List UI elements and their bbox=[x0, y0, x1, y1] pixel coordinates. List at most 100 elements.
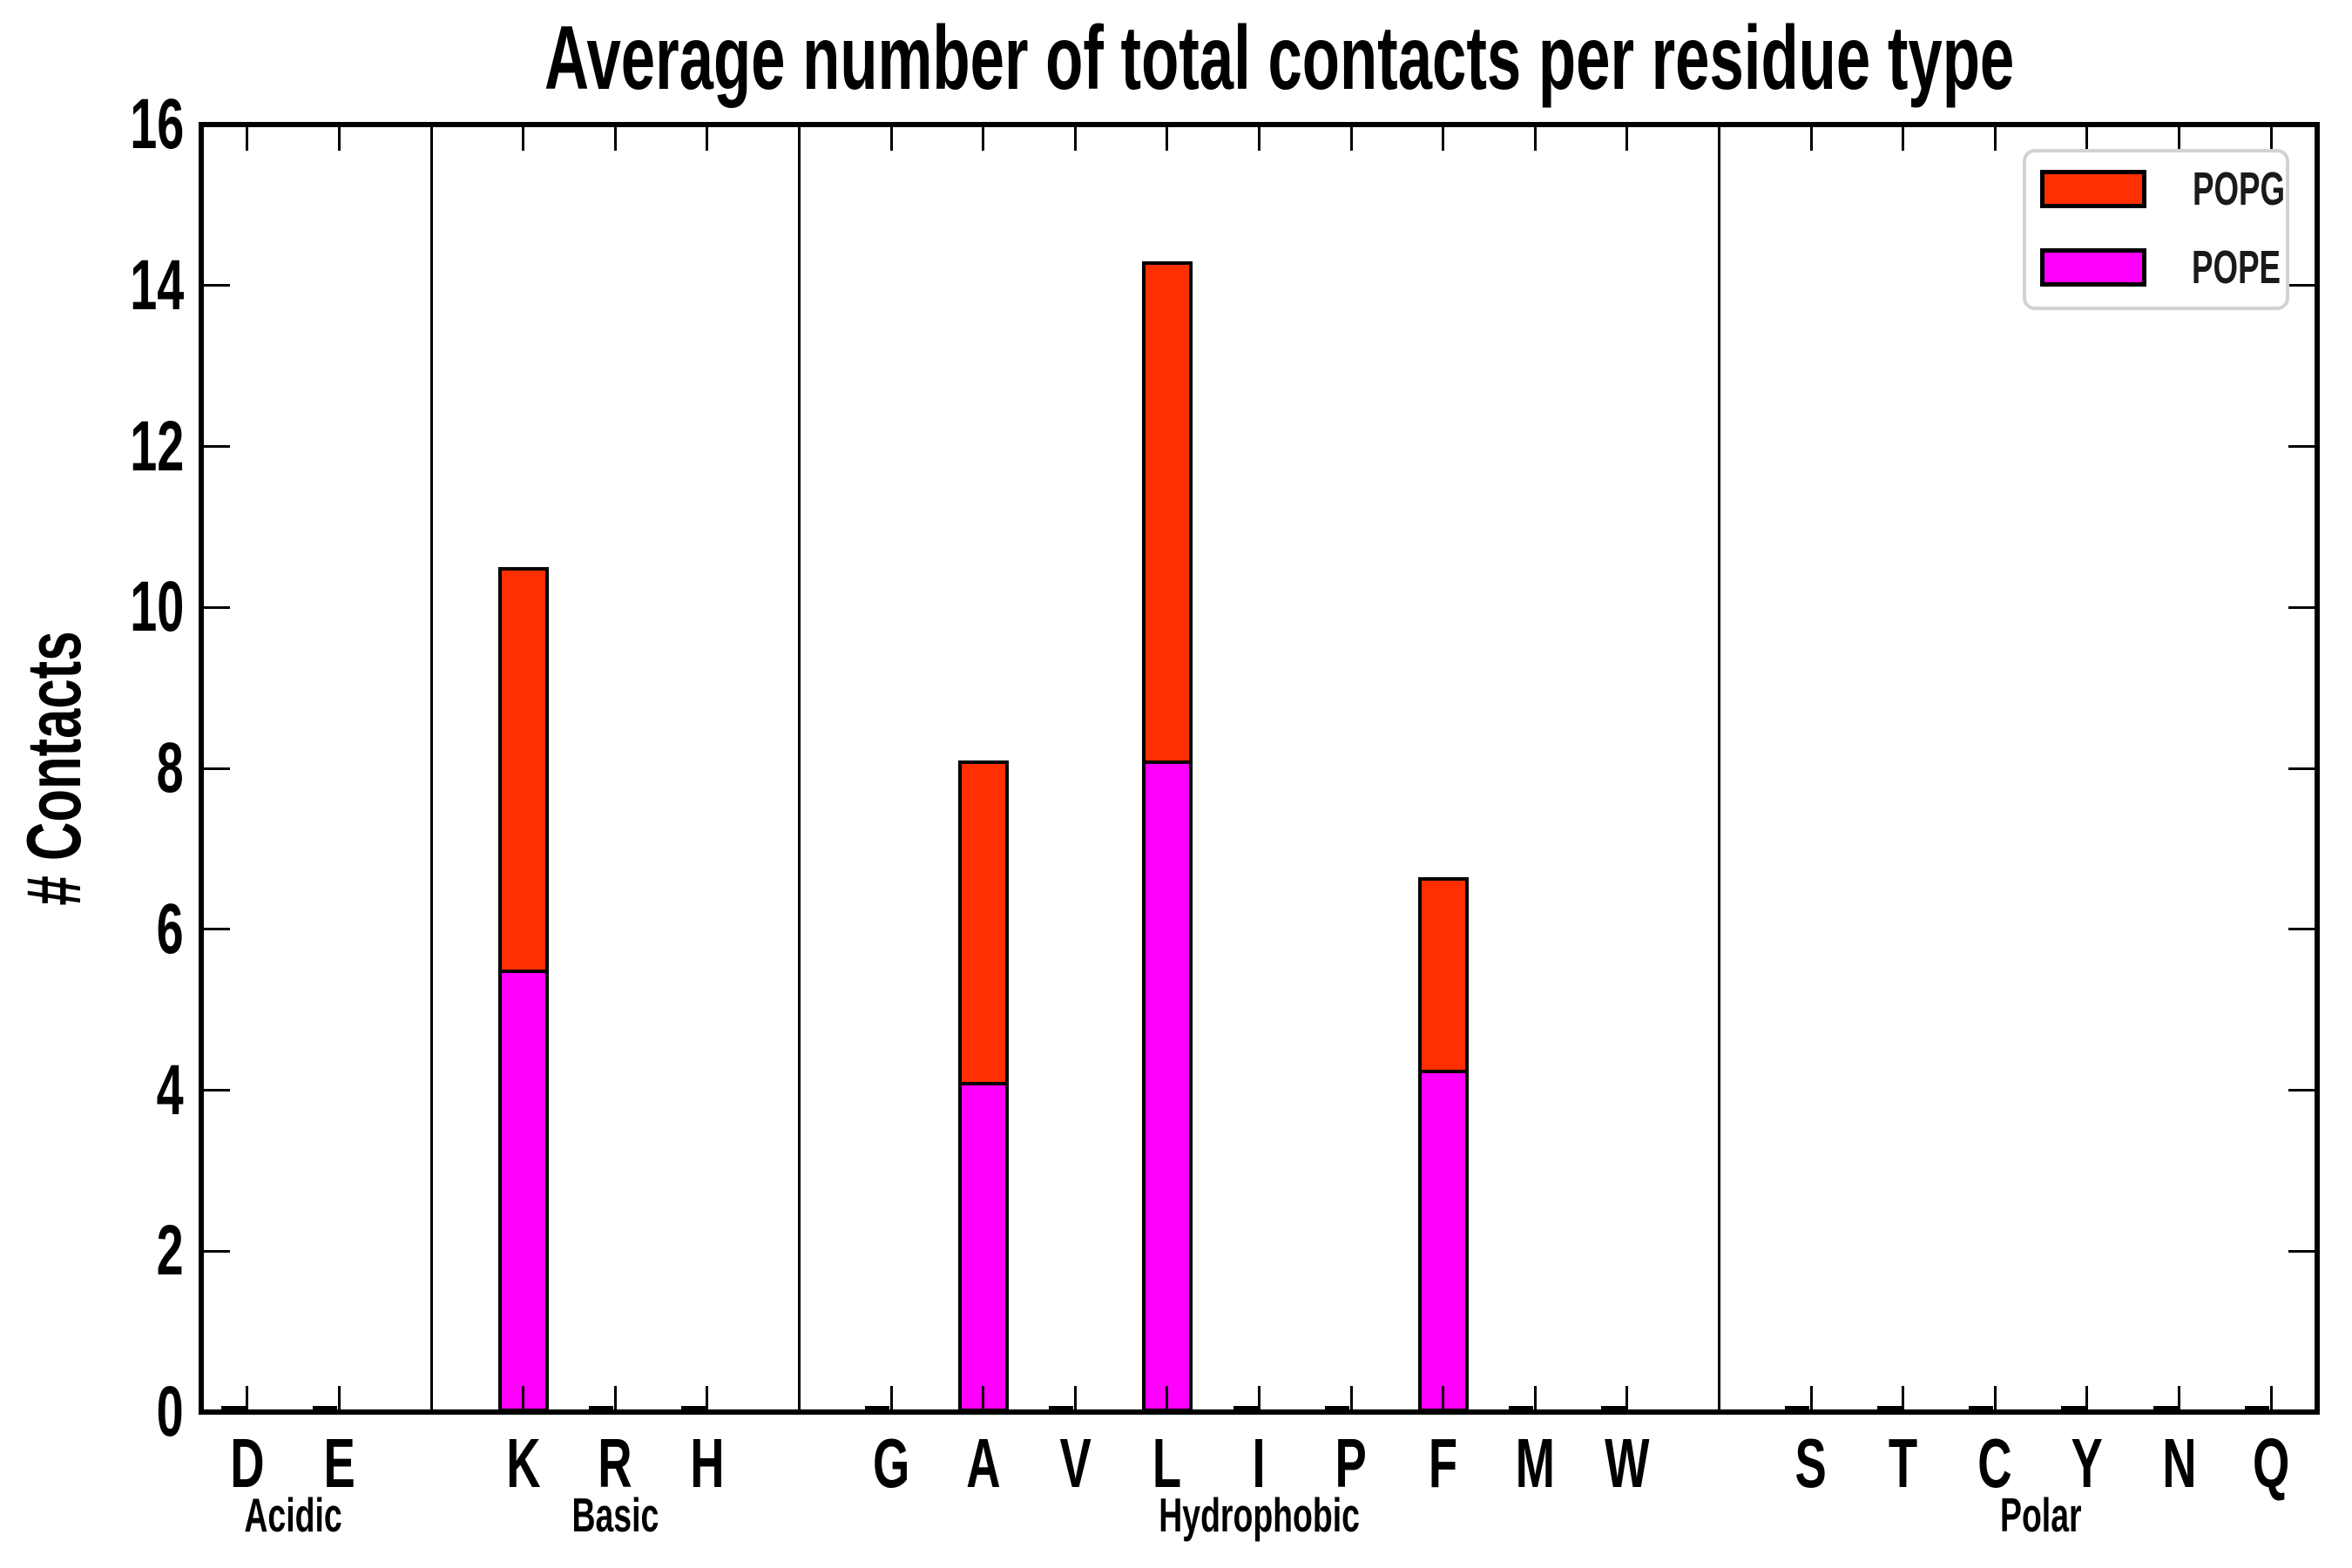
group-label-polar: Polar bbox=[1823, 1491, 2259, 1539]
x-tick-bottom bbox=[889, 1386, 893, 1412]
x-tick-bottom bbox=[2178, 1386, 2181, 1412]
x-tick-label-text: D bbox=[230, 1424, 265, 1502]
group-label-text: Polar bbox=[2000, 1488, 2082, 1542]
x-tick-top bbox=[246, 125, 249, 151]
trace-bar-N bbox=[2153, 1406, 2178, 1412]
y-tick-right bbox=[2288, 445, 2317, 448]
y-tick-label: 14 bbox=[0, 245, 184, 325]
x-tick-bottom bbox=[1533, 1386, 1537, 1412]
legend-label-pope: POPE bbox=[2171, 240, 2301, 294]
y-tick-label: 6 bbox=[0, 889, 184, 969]
x-tick-bottom bbox=[1258, 1386, 1260, 1412]
x-tick-label-R: R bbox=[528, 1429, 702, 1498]
y-tick-label-text: 6 bbox=[156, 889, 184, 969]
x-tick-label-text: R bbox=[598, 1424, 632, 1502]
x-tick-top bbox=[337, 125, 341, 151]
legend-swatch-popg bbox=[2040, 169, 2146, 208]
group-label-acidic: Acidic bbox=[76, 1491, 511, 1539]
x-tick-bottom bbox=[246, 1386, 249, 1412]
x-tick-bottom bbox=[982, 1386, 985, 1412]
trace-bar-R bbox=[589, 1406, 614, 1412]
x-tick-bottom bbox=[1625, 1386, 1629, 1412]
x-tick-label-H: H bbox=[620, 1429, 794, 1498]
x-tick-bottom bbox=[1993, 1386, 1997, 1412]
x-tick-label-F: F bbox=[1356, 1429, 1531, 1498]
x-tick-label-text: Y bbox=[2071, 1424, 2104, 1502]
trace-bar-W bbox=[1600, 1406, 1625, 1412]
trace-bar-P bbox=[1325, 1406, 1350, 1412]
x-tick-label-E: E bbox=[252, 1429, 426, 1498]
trace-bar-G bbox=[865, 1406, 890, 1412]
chart-title: Average number of total contacts per res… bbox=[199, 7, 2320, 111]
trace-bar-I bbox=[1233, 1406, 1258, 1412]
x-tick-label-text: I bbox=[1252, 1424, 1267, 1502]
bar-A bbox=[957, 760, 1009, 1412]
x-tick-label-Q: Q bbox=[2184, 1429, 2352, 1498]
legend-entry-pope: POPE bbox=[2040, 240, 2286, 294]
y-tick-label: 8 bbox=[0, 733, 184, 804]
x-tick-bottom bbox=[1073, 1386, 1077, 1412]
x-tick-label-text: L bbox=[1152, 1424, 1182, 1502]
y-tick-left bbox=[201, 445, 230, 448]
group-label-text: Hydrophobic bbox=[1159, 1488, 1360, 1542]
x-tick-label-P: P bbox=[1264, 1429, 1438, 1498]
legend-entry-popg: POPG bbox=[2040, 162, 2286, 216]
x-tick-label-Y: Y bbox=[2000, 1429, 2174, 1498]
trace-bar-D bbox=[220, 1406, 246, 1412]
x-tick-label-text: K bbox=[505, 1424, 541, 1502]
trace-bar-S bbox=[1785, 1406, 1810, 1412]
y-tick-left bbox=[201, 1249, 230, 1253]
x-tick-bottom bbox=[2269, 1386, 2273, 1412]
x-tick-top bbox=[1073, 125, 1077, 151]
x-tick-top bbox=[1809, 125, 1813, 151]
y-tick-label: 0 bbox=[0, 1376, 184, 1448]
x-tick-label-text: C bbox=[1977, 1424, 2013, 1502]
group-label-hydrophobic: Hydrophobic bbox=[1042, 1491, 1477, 1539]
y-tick-label-text: 0 bbox=[156, 1372, 184, 1451]
y-tick-label: 2 bbox=[0, 1215, 184, 1287]
x-tick-label-T: T bbox=[1816, 1429, 1990, 1498]
x-tick-label-text: F bbox=[1429, 1424, 1458, 1502]
group-label-text: Acidic bbox=[244, 1488, 342, 1542]
y-tick-label-text: 12 bbox=[129, 406, 184, 486]
y-tick-label-text: 8 bbox=[156, 728, 184, 808]
y-tick-right bbox=[2288, 1249, 2317, 1253]
x-tick-label-text: A bbox=[966, 1424, 1001, 1502]
x-tick-top bbox=[522, 125, 525, 151]
bar-K bbox=[497, 567, 549, 1412]
bar-L bbox=[1141, 261, 1193, 1412]
x-tick-top bbox=[889, 125, 893, 151]
x-tick-top bbox=[1902, 125, 1905, 151]
x-tick-label-text: G bbox=[872, 1424, 910, 1502]
x-tick-bottom bbox=[613, 1386, 617, 1412]
x-tick-top bbox=[1533, 125, 1537, 151]
x-tick-top bbox=[2269, 125, 2273, 151]
trace-bar-T bbox=[1876, 1406, 1902, 1412]
x-tick-top bbox=[1442, 125, 1445, 151]
y-tick-right bbox=[2288, 928, 2317, 931]
x-tick-label-D: D bbox=[160, 1429, 335, 1498]
legend-label-popg: POPG bbox=[2171, 162, 2307, 216]
trace-bar-M bbox=[1509, 1406, 1534, 1412]
x-tick-label-A: A bbox=[896, 1429, 1071, 1498]
x-tick-bottom bbox=[1442, 1386, 1445, 1412]
trace-bar-C bbox=[1969, 1406, 1994, 1412]
x-tick-label-text: S bbox=[1794, 1424, 1828, 1502]
x-tick-bottom bbox=[1166, 1386, 1169, 1412]
x-tick-label-G: G bbox=[804, 1429, 978, 1498]
y-tick-label-text: 10 bbox=[129, 567, 184, 647]
x-tick-top bbox=[1166, 125, 1169, 151]
x-tick-top bbox=[1258, 125, 1260, 151]
group-separator-line bbox=[797, 125, 801, 1412]
y-tick-right bbox=[2288, 605, 2317, 609]
x-tick-label-M: M bbox=[1448, 1429, 1622, 1498]
y-tick-label-text: 2 bbox=[156, 1211, 184, 1291]
y-tick-label-text: 16 bbox=[129, 84, 184, 164]
x-tick-label-V: V bbox=[988, 1429, 1162, 1498]
y-tick-label: 4 bbox=[0, 1054, 184, 1126]
bar-F bbox=[1417, 876, 1469, 1412]
y-tick-left bbox=[201, 605, 230, 609]
group-label-basic: Basic bbox=[397, 1491, 833, 1539]
y-tick-label-text: 14 bbox=[129, 245, 184, 325]
